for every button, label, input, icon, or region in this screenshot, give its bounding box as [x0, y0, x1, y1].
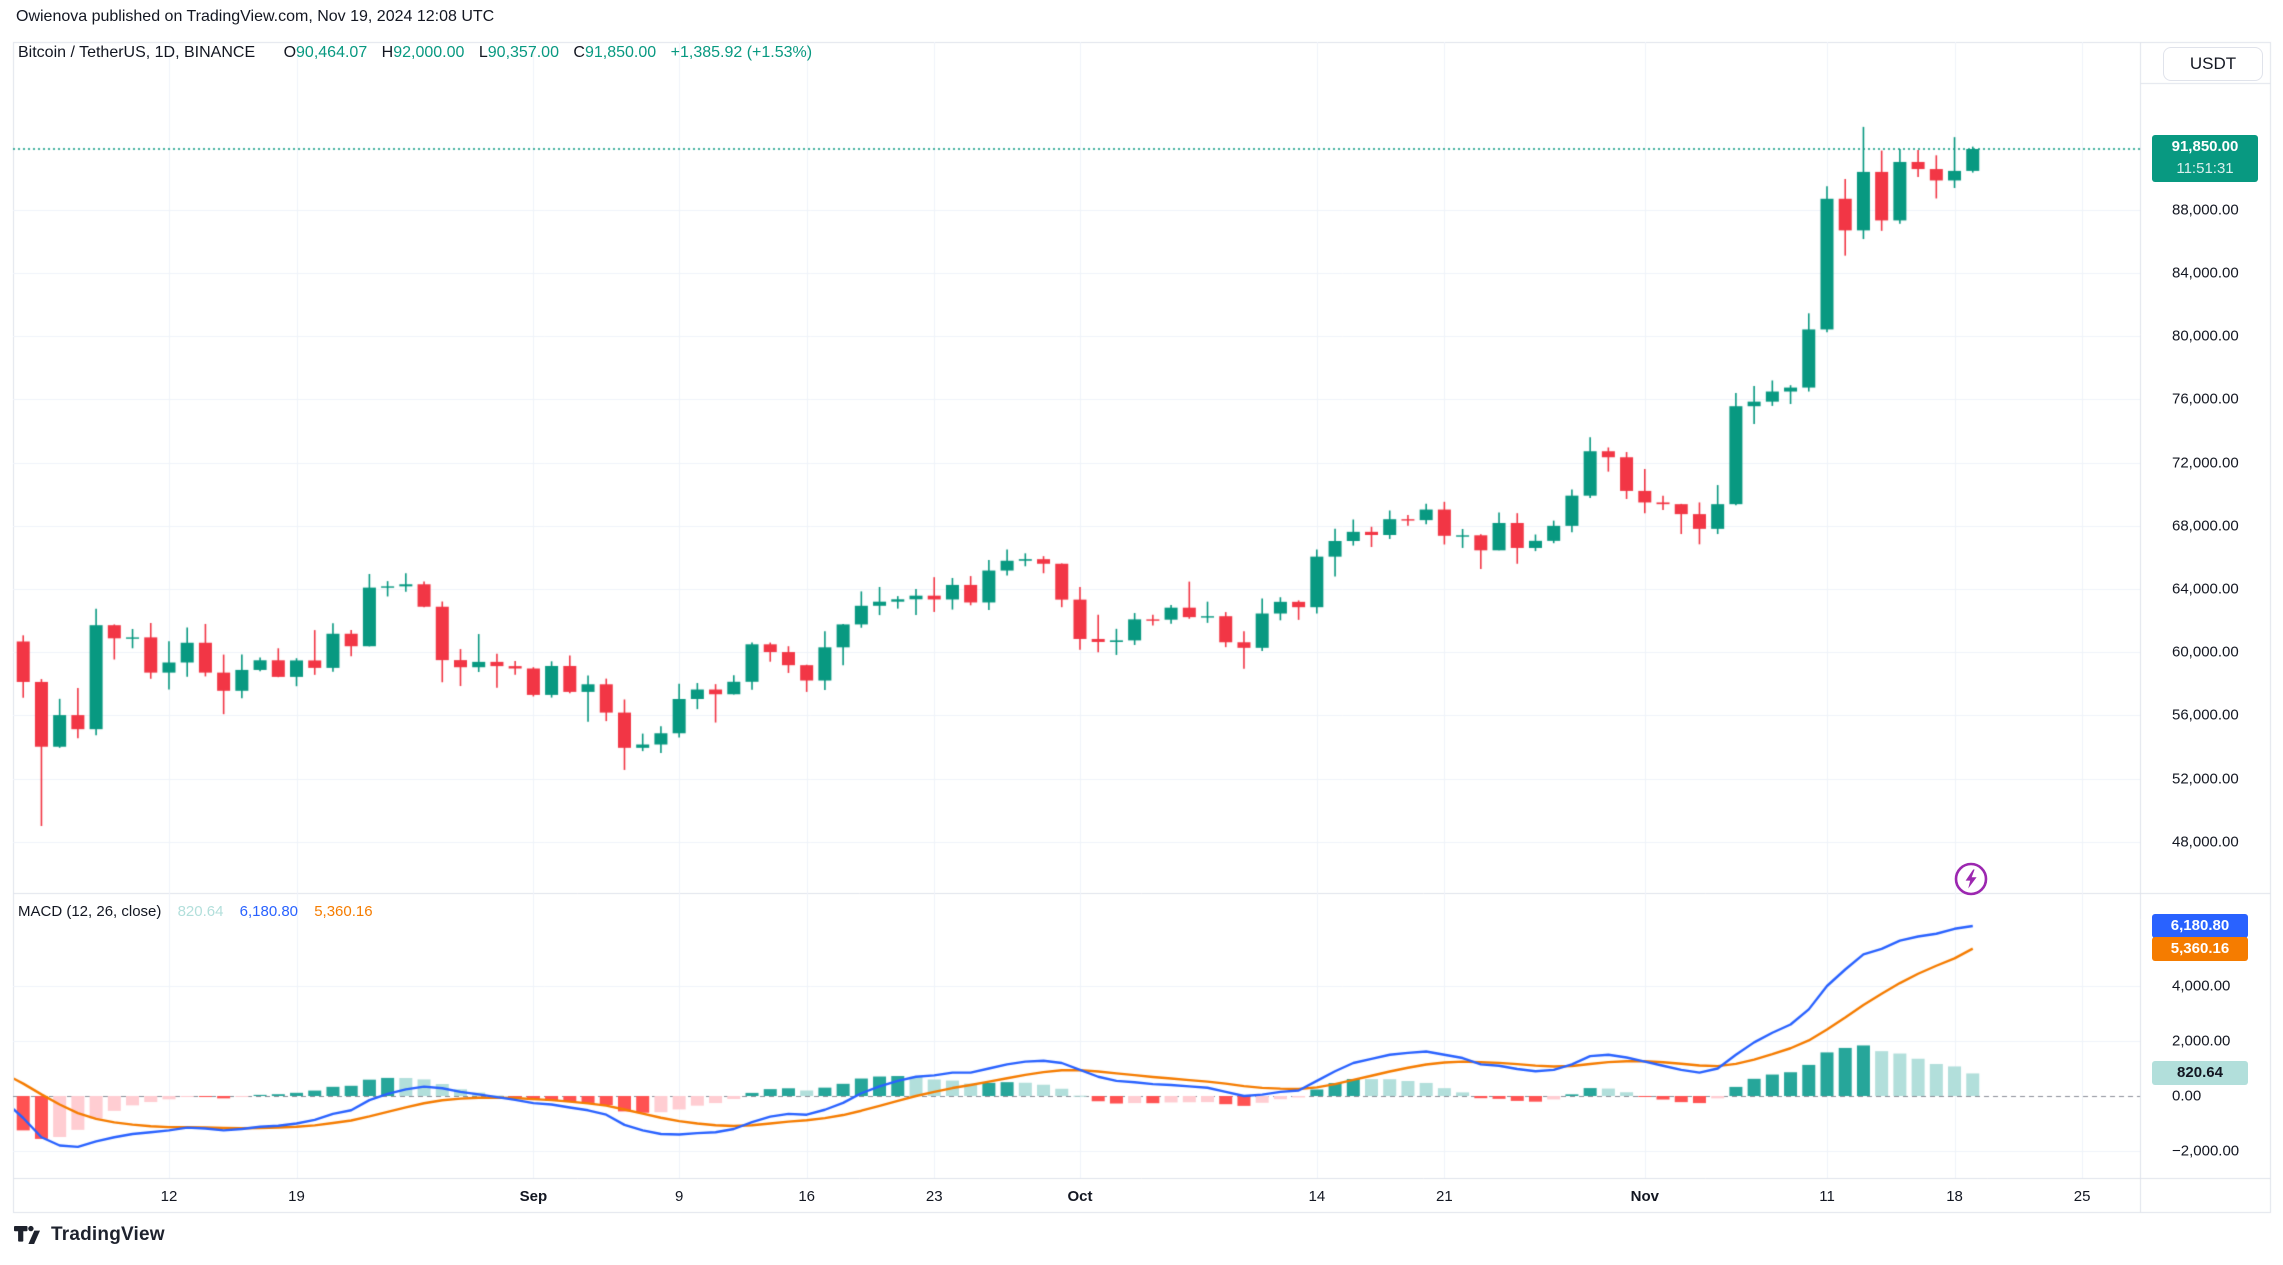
- high-value: 92,000.00: [393, 44, 465, 61]
- flash-publish-button[interactable]: [1953, 861, 1989, 897]
- price-tick-label: 52,000.00: [2172, 770, 2239, 788]
- macd-tick-label: 4,000.00: [2172, 977, 2231, 995]
- close-value: 91,850.00: [584, 44, 657, 61]
- price-tick-label: 64,000.00: [2172, 580, 2239, 598]
- lightning-icon: [1954, 862, 1988, 896]
- macd-hist-value: 820.64: [177, 903, 224, 920]
- macd-hist-badge: 820.64: [2152, 1061, 2248, 1086]
- price-tick-label: 80,000.00: [2172, 327, 2239, 345]
- time-tick-label: 25: [2073, 1188, 2091, 1205]
- time-tick-label: 11: [1819, 1188, 1835, 1205]
- price-tick-label: 48,000.00: [2172, 833, 2239, 851]
- macd-title[interactable]: MACD (12, 26, close): [18, 903, 162, 920]
- macd-legend: MACD (12, 26, close) 820.64 6,180.80 5,3…: [18, 903, 373, 920]
- time-tick-label: 9: [674, 1188, 684, 1205]
- time-tick-label: 12: [160, 1188, 178, 1205]
- time-tick-label: 23: [925, 1188, 943, 1205]
- low-value: 90,357.00: [487, 44, 559, 61]
- change-value: +1,385.92 (+1.53%): [670, 44, 813, 61]
- bar-countdown: 11:51:31: [2176, 160, 2234, 177]
- tradingview-logo-icon: [14, 1225, 40, 1244]
- last-price-badge: 91,850.00 11:51:31: [2152, 135, 2258, 182]
- macd-signal-badge: 5,360.16: [2152, 936, 2248, 961]
- last-price-value: 91,850.00: [2171, 138, 2239, 155]
- open-label: O: [283, 44, 297, 61]
- close-label: C: [573, 44, 585, 61]
- macd-tick-label: 0.00: [2172, 1087, 2202, 1105]
- price-tick-label: 68,000.00: [2172, 517, 2239, 535]
- tradingview-logo[interactable]: TradingView: [14, 1224, 165, 1246]
- macd-tick-label: −2,000.00: [2172, 1142, 2240, 1160]
- price-tick-label: 88,000.00: [2172, 201, 2239, 219]
- currency-toggle-button[interactable]: USDT: [2163, 47, 2263, 81]
- price-tick-label: 56,000.00: [2172, 706, 2239, 724]
- time-tick-label: Sep: [519, 1188, 548, 1205]
- price-tick-label: 76,000.00: [2172, 390, 2239, 408]
- price-tick-label: 60,000.00: [2172, 643, 2239, 661]
- high-label: H: [381, 44, 394, 61]
- symbol-legend: Bitcoin / TetherUS, 1D, BINANCE O90,464.…: [18, 44, 812, 62]
- price-tick-label: 72,000.00: [2172, 454, 2239, 472]
- time-tick-label: 19: [288, 1188, 305, 1205]
- time-tick-label: 16: [798, 1188, 816, 1205]
- time-tick-label: Oct: [1067, 1188, 1093, 1205]
- time-tick-label: 21: [1436, 1188, 1453, 1205]
- macd-signal-value: 5,360.16: [314, 903, 373, 920]
- open-value: 90,464.07: [296, 44, 368, 61]
- symbol-title[interactable]: Bitcoin / TetherUS, 1D, BINANCE: [18, 44, 256, 61]
- low-label: L: [478, 44, 488, 61]
- macd-tick-label: 2,000.00: [2172, 1032, 2231, 1050]
- time-tick-label: Nov: [1630, 1188, 1659, 1205]
- macd-line-badge: 6,180.80: [2152, 914, 2248, 939]
- published-bar: Owienova published on TradingView.com, N…: [16, 8, 495, 25]
- tradingview-logo-text: TradingView: [51, 1224, 165, 1245]
- price-tick-label: 84,000.00: [2172, 264, 2239, 282]
- macd-line-value: 6,180.80: [239, 903, 299, 920]
- time-tick-label: 14: [1308, 1188, 1326, 1205]
- time-tick-label: 18: [1946, 1188, 1963, 1205]
